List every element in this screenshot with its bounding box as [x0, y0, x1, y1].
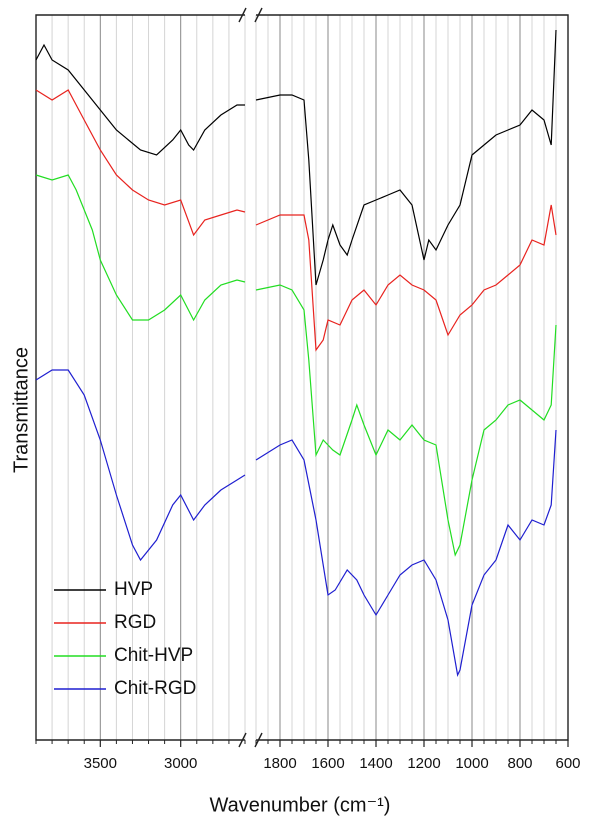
series-line	[35, 29, 557, 286]
x-tick-label: 1200	[407, 755, 440, 772]
x-tick-label: 1600	[311, 755, 344, 772]
x-tick-label: 600	[555, 755, 580, 772]
x-axis-label: Wavenumber (cm⁻¹)	[210, 794, 391, 816]
x-tick-label: 1400	[359, 755, 392, 772]
series-line	[35, 89, 557, 352]
axis-frame	[35, 14, 569, 741]
x-tick-label: 1800	[263, 755, 296, 772]
legend-label: Chit-HVP	[114, 645, 193, 666]
legend-label: RGD	[114, 612, 156, 633]
axis-break	[238, 732, 263, 748]
series-line	[35, 174, 557, 557]
y-axis-label: Transmittance	[10, 347, 32, 473]
x-tick-label: 1000	[455, 755, 488, 772]
legend-label: Chit-RGD	[114, 678, 196, 699]
x-tick-label: 3500	[84, 755, 117, 772]
series-line	[35, 369, 557, 677]
legend-label: HVP	[114, 579, 153, 600]
x-tick-label: 3000	[164, 755, 197, 772]
axis-break	[238, 7, 263, 23]
x-tick-label: 800	[507, 755, 532, 772]
